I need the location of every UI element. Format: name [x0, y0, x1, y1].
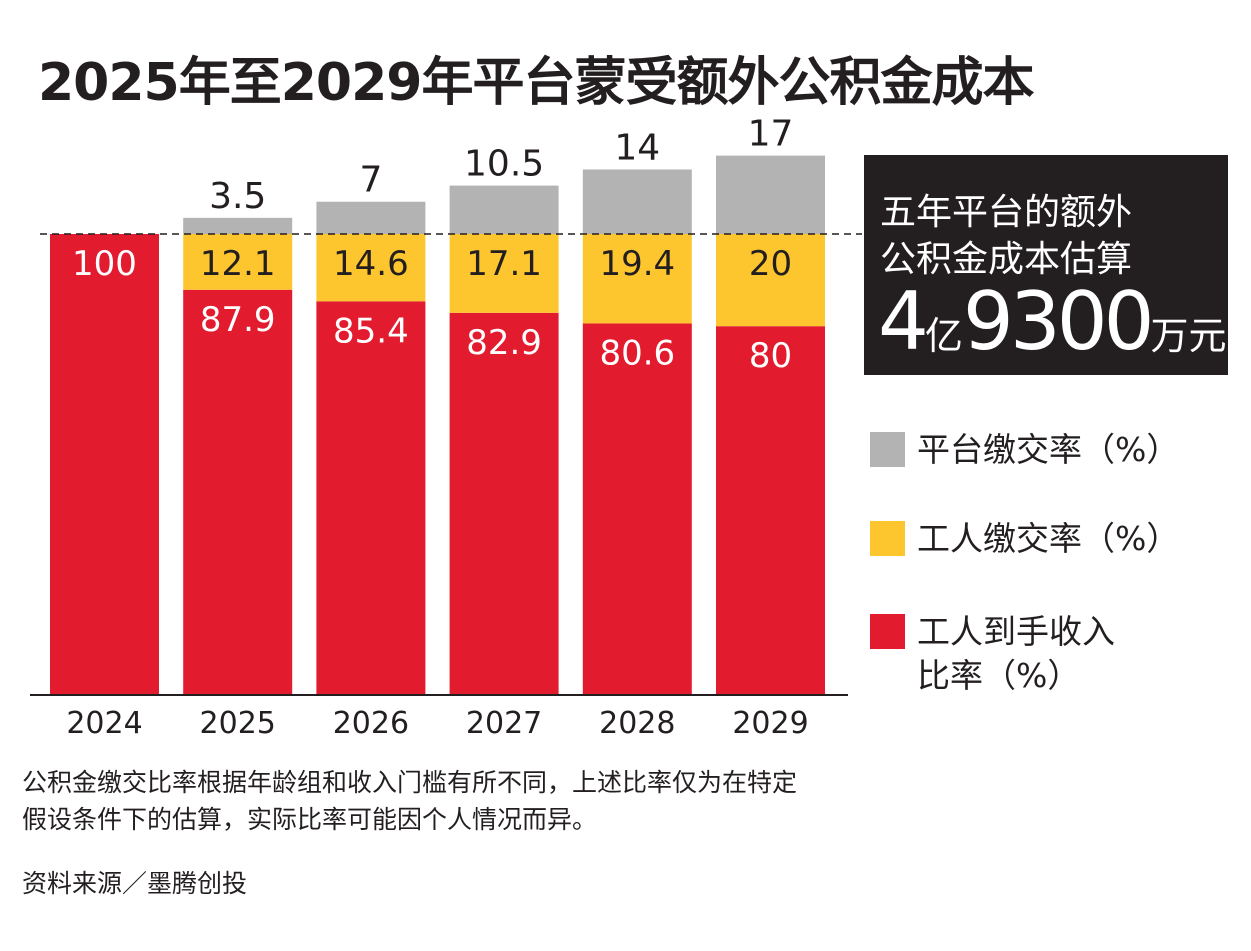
bar-top-label: 3.5: [209, 176, 266, 217]
bar-segment: [50, 234, 159, 695]
unit-yi: 亿: [924, 314, 963, 358]
bar-segment: [316, 301, 426, 695]
bar-segment: [582, 234, 692, 324]
bar-segment-label: 19.4: [599, 244, 675, 284]
x-tick-label: 2029: [732, 706, 808, 741]
legend-swatch: [870, 432, 905, 467]
x-tick-label: 2028: [599, 706, 675, 741]
bar-segment: [449, 234, 559, 313]
bar-segment: [316, 201, 426, 234]
amount-yi: 4: [878, 275, 929, 368]
bar-segment-label: 14.6: [333, 244, 409, 284]
bar-segment: [449, 312, 559, 695]
bar-segment-label: 80: [749, 336, 792, 376]
bar-segment-label: 100: [72, 244, 137, 284]
bar-segment: [183, 217, 293, 234]
bar-segment-label: 17.1: [466, 244, 542, 284]
legend-item-takehome: 工人到手收入 比率（%）: [870, 610, 1115, 698]
legend-item-platform: 平台缴交率（%）: [870, 428, 1179, 472]
bar-segment-label: 87.9: [200, 300, 276, 340]
legend-label: 工人缴交率（%）: [917, 519, 1180, 558]
bar-segment-label: 12.1: [200, 244, 276, 284]
chart-title: 2025年至2029年平台蒙受额外公积金成本: [38, 53, 1034, 113]
bar-segment: [449, 185, 559, 234]
bar-top-label: 17: [748, 114, 794, 155]
bar-top-label: 7: [359, 160, 382, 201]
bar-segment-label: 20: [749, 244, 792, 284]
legend-swatch: [870, 521, 905, 556]
bar-segment: [716, 326, 825, 695]
x-tick-label: 2025: [200, 706, 276, 741]
summary-line-2: 公积金成本估算: [880, 239, 1133, 280]
legend-label: 工人到手收入 比率（%）: [917, 612, 1115, 695]
bar-segment: [582, 169, 692, 234]
bar-segment: [716, 234, 825, 327]
bar-segment: [716, 155, 825, 234]
footnote: 公积金缴交比率根据年龄组和收入门槛有所不同，上述比率仅为在特定 假设条件下的估算…: [22, 768, 798, 834]
bar-segment: [183, 289, 293, 695]
bar-segment: [582, 323, 692, 695]
bar-segment: [316, 234, 426, 302]
summary-line-1: 五年平台的额外: [880, 192, 1133, 233]
x-tick-label: 2026: [333, 706, 409, 741]
cost-summary-box: 五年平台的额外 公积金成本估算 4亿9300万元: [864, 155, 1228, 375]
source-credit: 资料来源／墨腾创投: [22, 869, 248, 898]
unit-wan: 万元: [1150, 314, 1227, 358]
bar-segment-label: 85.4: [333, 311, 409, 351]
bar-segment-label: 82.9: [466, 323, 542, 363]
summary-amount: 4亿9300万元: [878, 275, 1227, 368]
x-tick-label: 2027: [466, 706, 542, 741]
bar-top-label: 10.5: [464, 144, 544, 185]
bar-top-label: 14: [614, 127, 660, 168]
x-tick-label: 2024: [66, 706, 142, 741]
amount-wan: 9300: [962, 275, 1155, 368]
legend-item-worker: 工人缴交率（%）: [870, 517, 1179, 561]
legend-swatch: [870, 614, 905, 649]
legend-label: 平台缴交率（%）: [917, 430, 1180, 469]
bar-segment-label: 80.6: [599, 333, 675, 373]
bar-segment: [183, 234, 293, 290]
